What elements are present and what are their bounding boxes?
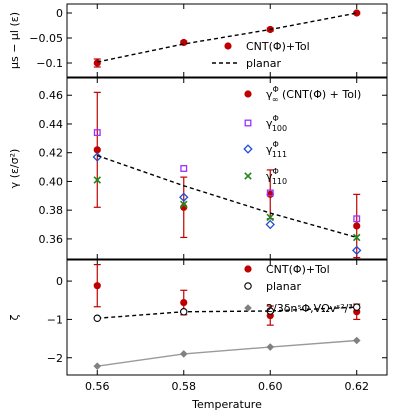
- bottom-legend-label: planar: [266, 280, 301, 293]
- bottom-series-1-line: [97, 306, 357, 319]
- bottom-series-0-point: [93, 282, 101, 290]
- middle-ytick-label: 0.42: [39, 147, 64, 160]
- middle-legend-label: γΦ 110: [266, 167, 287, 186]
- middle-legend-swatch: [244, 90, 252, 98]
- top-ytick-label: 0: [56, 7, 63, 20]
- middle-series-0-point: [353, 222, 361, 230]
- middle-series-2-point: [179, 192, 189, 202]
- middle-series-3-point: [179, 200, 188, 209]
- middle-series-1-point: [266, 189, 274, 197]
- middle-series-1-point: [180, 165, 188, 172]
- top-panel: 0 −0.05 −0.1 μs − μl (ε) CNT(Φ)+Tol planar: [8, 3, 388, 78]
- bottom-legend-label: 2/3δnˢΦ,VΩvˢ²/³: [266, 302, 353, 315]
- middle-legend-label: γΦ 111: [266, 140, 287, 159]
- middle-series-0-point: [93, 146, 101, 154]
- middle-legend-label: γΦ 100: [266, 114, 287, 133]
- bottom-legend-swatch: [244, 282, 252, 290]
- top-frame: [66, 3, 388, 78]
- bottom-series-2-point: [266, 343, 275, 351]
- bottom-legend-swatch: [244, 265, 252, 273]
- top-legend-swatch: [224, 42, 232, 50]
- bottom-ytick-label: −1: [47, 313, 63, 326]
- middle-ytick-label: 0.38: [39, 204, 64, 217]
- middle-legend-swatch: [244, 119, 252, 127]
- x-axis-label: Temperature: [191, 398, 262, 411]
- top-ytick-label: −0.1: [36, 57, 63, 70]
- bottom-series-1-point: [266, 307, 274, 315]
- middle-series-3-point: [352, 233, 361, 242]
- top-series-0-point: [353, 9, 361, 17]
- middle-ytick-label: 0.36: [39, 233, 64, 246]
- middle-series-1-point: [353, 215, 361, 223]
- top-series-1-line: [97, 12, 357, 63]
- x-tick-label: 0.60: [258, 380, 283, 393]
- bottom-series-2-point: [352, 336, 361, 345]
- bottom-series-1-point: [93, 314, 102, 323]
- top-series-0-point: [93, 59, 101, 67]
- middle-series-3-point: [93, 176, 102, 184]
- bottom-ytick-label: −2: [47, 352, 63, 365]
- bottom-ytick-label: 0: [56, 275, 63, 288]
- bottom-y-axis-label: ζ: [8, 314, 21, 320]
- top-ytick-label: −0.05: [29, 32, 63, 45]
- bottom-series-2-point: [93, 362, 102, 370]
- top-y-axis-label: μs − μl (ε): [8, 12, 21, 69]
- bottom-series-2-line: [97, 339, 357, 367]
- bottom-panel: 0 −1 −2 ζ CNT(Φ)+Tol planar 2/3δnˢΦ,VΩvˢ²/³: [8, 259, 388, 376]
- middle-series-1-point: [93, 129, 101, 137]
- middle-frame: [66, 77, 388, 260]
- middle-panel: 0.36 0.38 0.40 0.42 0.44 0.46 γ (ε/σ²) γΦ ∞ (CNT…: [8, 77, 388, 260]
- middle-ytick-label: 0.40: [39, 175, 64, 188]
- bottom-legend-label: CNT(Φ)+Tol: [266, 263, 330, 276]
- middle-legend-swatch: [243, 144, 253, 154]
- middle-legend-swatch: [244, 172, 252, 180]
- top-legend-label: CNT(Φ)+Tol: [246, 40, 310, 53]
- middle-series-3-point: [266, 213, 275, 222]
- middle-ytick-label: 0.44: [39, 118, 64, 131]
- bottom-series-1-point: [352, 303, 361, 311]
- middle-series-2-point: [265, 219, 275, 230]
- middle-series-4-line: [97, 154, 357, 239]
- bottom-series-2-point: [179, 350, 188, 358]
- middle-series-2-point: [352, 245, 362, 256]
- middle-y-axis-label: γ (ε/σ²): [8, 149, 21, 189]
- top-legend-label: planar: [246, 57, 281, 70]
- x-tick-label: 0.62: [344, 380, 369, 393]
- x-tick-label: 0.56: [85, 380, 110, 393]
- bottom-series-0-point: [180, 298, 188, 307]
- bottom-series-1-point: [180, 307, 188, 316]
- middle-ytick-label: 0.46: [39, 89, 64, 102]
- bottom-legend-swatch: [244, 304, 252, 312]
- middle-legend-label: γΦ ∞ (CNT(Φ) + Tol): [266, 85, 361, 104]
- bottom-frame: [66, 259, 388, 376]
- x-tick-label: 0.58: [172, 380, 197, 393]
